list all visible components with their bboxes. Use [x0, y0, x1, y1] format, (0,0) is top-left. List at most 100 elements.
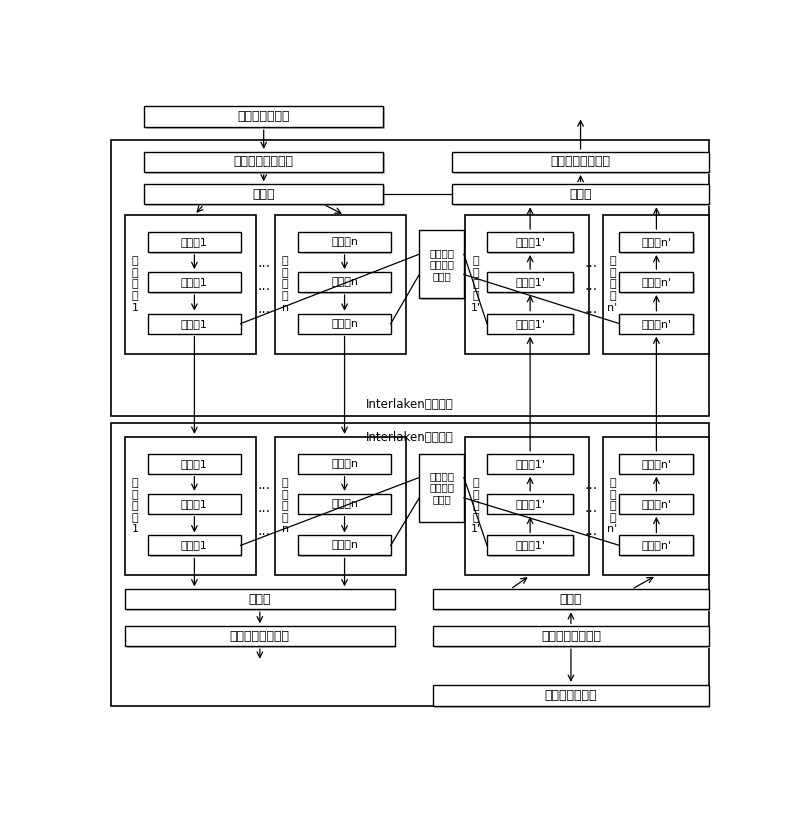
- Text: 解帧器1': 解帧器1': [515, 277, 545, 287]
- Bar: [487, 493, 574, 514]
- Text: 接
收
模
块
n': 接 收 模 块 n': [607, 257, 618, 313]
- Bar: [144, 152, 383, 172]
- Text: 接收器1': 接收器1': [515, 319, 545, 328]
- Text: 数据发送缓存区: 数据发送缓存区: [238, 110, 290, 123]
- Bar: [298, 493, 390, 514]
- Bar: [489, 274, 574, 293]
- Text: Interlaken接收设备: Interlaken接收设备: [366, 431, 454, 444]
- Text: ...: ...: [584, 501, 598, 515]
- Text: 编码器n': 编码器n': [642, 540, 671, 551]
- Bar: [300, 234, 392, 253]
- Bar: [602, 437, 709, 575]
- Bar: [619, 493, 694, 514]
- Bar: [298, 535, 390, 556]
- Bar: [300, 315, 392, 335]
- Bar: [621, 537, 695, 557]
- Text: 数据发送缓存区: 数据发送缓存区: [545, 689, 597, 702]
- Text: ...: ...: [257, 478, 270, 492]
- Text: 发送器1': 发送器1': [515, 459, 545, 469]
- Text: 接
收
模
块
n: 接 收 模 块 n: [282, 478, 289, 534]
- Text: 发
送
模
块
1: 发 送 模 块 1: [132, 257, 138, 313]
- Text: ...: ...: [257, 256, 270, 270]
- Bar: [419, 453, 464, 521]
- Bar: [125, 627, 394, 646]
- Bar: [621, 455, 695, 475]
- Text: 发送端线
路故障处
理模块: 发送端线 路故障处 理模块: [429, 248, 454, 281]
- Text: 编码器1': 编码器1': [515, 540, 545, 551]
- Bar: [621, 495, 695, 516]
- Bar: [419, 230, 464, 298]
- Text: 发
送
模
块
n: 发 送 模 块 n: [282, 257, 289, 313]
- Bar: [300, 495, 392, 516]
- Bar: [487, 535, 574, 556]
- Bar: [126, 627, 396, 648]
- Bar: [144, 185, 383, 204]
- Bar: [619, 272, 694, 292]
- Bar: [125, 589, 394, 609]
- Bar: [602, 215, 709, 354]
- Bar: [621, 234, 695, 253]
- Text: 复用器: 复用器: [249, 593, 271, 606]
- Bar: [275, 215, 406, 354]
- Text: 编码器1: 编码器1: [181, 237, 208, 247]
- Bar: [148, 535, 241, 556]
- Text: 解帧器n': 解帧器n': [642, 277, 671, 287]
- Bar: [421, 232, 466, 300]
- Bar: [148, 272, 241, 292]
- Text: 接收器1: 接收器1: [181, 459, 208, 469]
- Text: 接收器n: 接收器n: [331, 459, 358, 469]
- Bar: [150, 537, 242, 557]
- Text: 接
收
模
块
1: 接 收 模 块 1: [132, 478, 138, 534]
- Bar: [433, 627, 709, 646]
- Text: 组帧器1: 组帧器1: [181, 277, 208, 287]
- Bar: [148, 493, 241, 514]
- Text: 突发数据组装模块: 突发数据组装模块: [234, 155, 294, 168]
- Text: ...: ...: [257, 279, 270, 293]
- Bar: [434, 627, 710, 648]
- Bar: [466, 215, 589, 354]
- Bar: [454, 154, 710, 173]
- Text: 突发数据组装模块: 突发数据组装模块: [541, 630, 601, 643]
- Bar: [126, 591, 396, 611]
- Bar: [150, 455, 242, 475]
- Bar: [298, 453, 390, 474]
- Text: ...: ...: [257, 501, 270, 515]
- Bar: [433, 685, 709, 707]
- Bar: [452, 152, 709, 172]
- Bar: [433, 589, 709, 609]
- Text: 解帧器1: 解帧器1: [181, 499, 208, 509]
- Text: 发送器1: 发送器1: [181, 319, 208, 328]
- Bar: [111, 423, 709, 707]
- Text: 组帧器n': 组帧器n': [642, 499, 671, 509]
- Bar: [146, 107, 385, 129]
- Bar: [489, 537, 574, 557]
- Text: 解帧器n: 解帧器n: [331, 499, 358, 509]
- Bar: [148, 453, 241, 474]
- Bar: [125, 437, 256, 575]
- Text: 发
送
模
块
n': 发 送 模 块 n': [607, 478, 618, 534]
- Bar: [487, 453, 574, 474]
- Bar: [150, 234, 242, 253]
- Bar: [275, 437, 406, 575]
- Bar: [146, 154, 385, 173]
- Text: 复用器: 复用器: [570, 188, 592, 201]
- Bar: [434, 591, 710, 611]
- Bar: [487, 232, 574, 252]
- Bar: [111, 141, 709, 416]
- Text: 组帧器n: 组帧器n: [331, 277, 358, 287]
- Text: ...: ...: [584, 478, 598, 492]
- Bar: [466, 437, 589, 575]
- Bar: [489, 315, 574, 335]
- Text: ...: ...: [584, 279, 598, 293]
- Bar: [434, 686, 710, 708]
- Bar: [619, 453, 694, 474]
- Bar: [619, 535, 694, 556]
- Text: 接收端线
路故障处
理模块: 接收端线 路故障处 理模块: [429, 471, 454, 504]
- Text: 解码器1: 解码器1: [181, 540, 208, 551]
- Bar: [452, 185, 709, 204]
- Bar: [300, 537, 392, 557]
- Text: 解码器n': 解码器n': [642, 237, 671, 247]
- Text: 发
送
模
块
1': 发 送 模 块 1': [470, 478, 481, 534]
- Bar: [489, 455, 574, 475]
- Bar: [619, 314, 694, 333]
